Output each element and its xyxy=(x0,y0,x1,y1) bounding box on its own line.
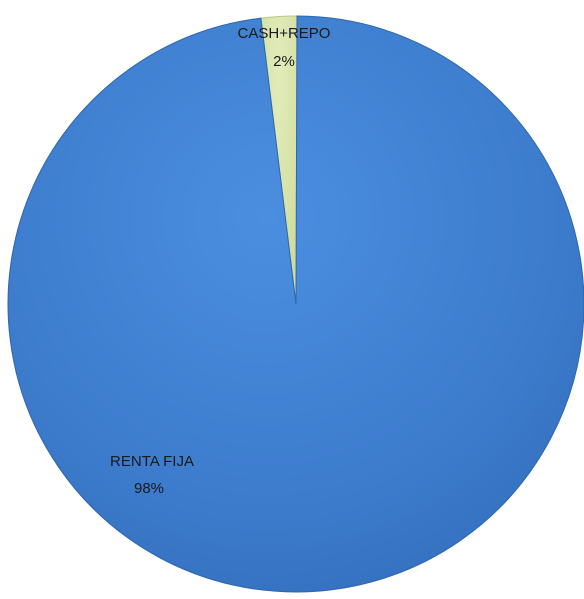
pie-data-labels: CASH+REPO 2% RENTA FIJA 98% xyxy=(110,25,330,497)
slice-label-renta-fija-value: 98% xyxy=(134,480,164,497)
pie-slice-renta-fija xyxy=(7,15,584,593)
slice-label-renta-fija-name: RENTA FIJA xyxy=(110,453,194,470)
slice-label-cash-repo-value: 2% xyxy=(273,53,295,70)
pie-slices xyxy=(7,15,584,593)
slice-label-cash-repo-name: CASH+REPO xyxy=(238,25,331,42)
